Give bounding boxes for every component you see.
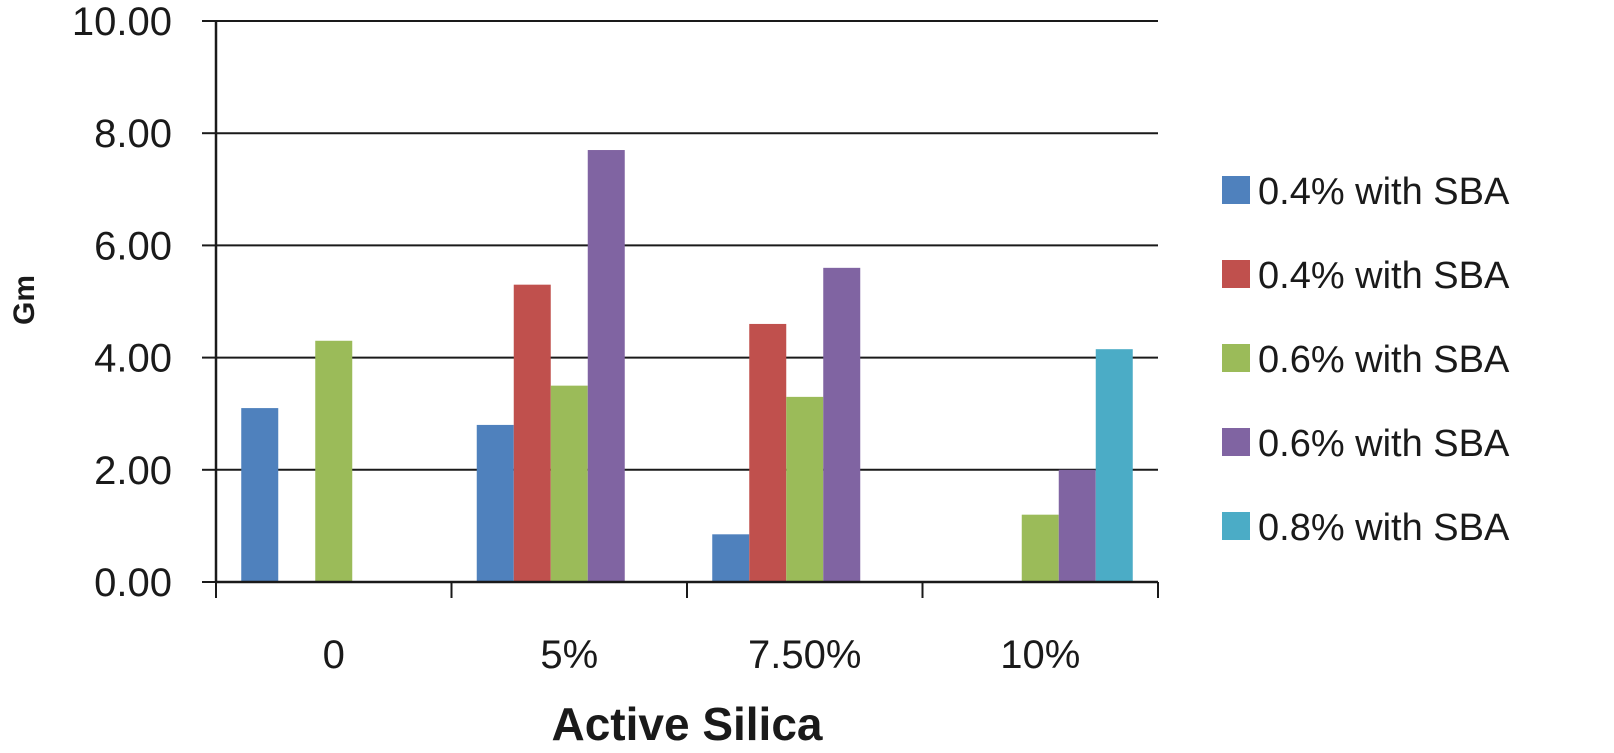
legend-item: 0.8% with SBA	[1222, 507, 1510, 549]
legend-item: 0.4% with SBA	[1222, 255, 1510, 297]
x-category-label: 5%	[540, 633, 598, 677]
bar	[550, 385, 588, 582]
x-category-label: 0	[323, 633, 345, 677]
bar	[712, 534, 750, 582]
bar	[1021, 514, 1059, 582]
legend-label: 0.6% with SBA	[1258, 339, 1510, 381]
gridlines	[202, 20, 1158, 583]
x-axis-title: Active Silica	[551, 698, 822, 748]
legend-label: 0.8% with SBA	[1258, 507, 1510, 549]
bar	[1095, 349, 1133, 582]
legend-item: 0.6% with SBA	[1222, 423, 1510, 465]
y-tick-label: 8.00	[94, 112, 172, 156]
legend: 0.4% with SBA 0.4% with SBA 0.6% with SBA 0…	[1222, 171, 1510, 549]
y-axis-title: Gm	[8, 275, 41, 325]
bar	[513, 284, 551, 582]
y-tick-label: 2.00	[94, 449, 172, 493]
bar	[749, 323, 787, 582]
legend-swatch	[1222, 176, 1250, 204]
bars	[241, 150, 1133, 582]
legend-item: 0.4% with SBA	[1222, 171, 1510, 213]
y-tick-label: 10.00	[72, 0, 172, 44]
y-tick-labels: 0.00 2.00 4.00 6.00 8.00 10.00	[72, 0, 172, 605]
legend-item: 0.6% with SBA	[1222, 339, 1510, 381]
legend-swatch	[1222, 260, 1250, 288]
bar	[587, 150, 625, 582]
legend-swatch	[1222, 512, 1250, 540]
y-tick-label: 0.00	[94, 561, 172, 605]
legend-label: 0.4% with SBA	[1258, 255, 1510, 297]
bar	[1058, 469, 1096, 582]
x-category-label: 7.50%	[748, 633, 861, 677]
y-tick-label: 4.00	[94, 337, 172, 381]
bar	[823, 267, 861, 582]
legend-swatch	[1222, 428, 1250, 456]
bar	[315, 340, 353, 582]
legend-label: 0.4% with SBA	[1258, 171, 1510, 213]
bar	[476, 424, 514, 582]
bar	[241, 408, 279, 582]
legend-swatch	[1222, 344, 1250, 372]
x-category-label: 10%	[1000, 633, 1080, 677]
x-category-labels: 0 5% 7.50% 10%	[323, 633, 1081, 677]
legend-label: 0.6% with SBA	[1258, 423, 1510, 465]
bar	[786, 396, 824, 582]
y-tick-label: 6.00	[94, 224, 172, 268]
axes	[214, 21, 1159, 598]
